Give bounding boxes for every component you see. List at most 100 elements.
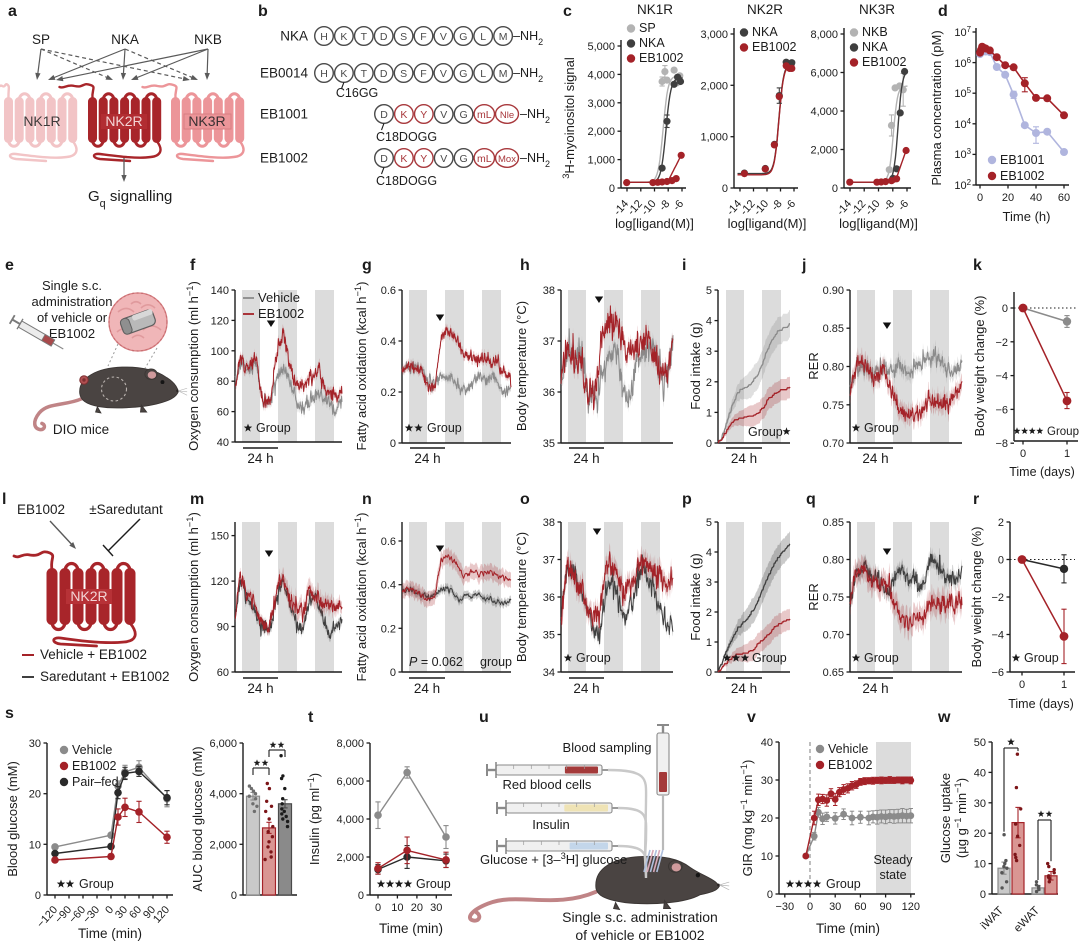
svg-text:4,000: 4,000 (810, 106, 838, 118)
svg-text:0: 0 (609, 183, 615, 195)
svg-text:3: 3 (706, 346, 712, 358)
svg-text:EB1002: EB1002 (72, 759, 117, 773)
svg-text:Body weight change (%): Body weight change (%) (972, 296, 987, 437)
svg-text:80: 80 (217, 376, 229, 388)
svg-text:d: d (938, 3, 948, 20)
svg-text:10: 10 (29, 839, 41, 851)
svg-text:t: t (308, 709, 314, 726)
svg-text:Body weight change (%): Body weight change (%) (969, 527, 984, 668)
svg-text:0: 0 (722, 183, 728, 195)
svg-text:2,000: 2,000 (587, 126, 615, 138)
svg-text:2,000: 2,000 (700, 80, 728, 92)
svg-text:0.4: 0.4 (381, 336, 396, 348)
svg-text:Group: Group (752, 651, 787, 665)
svg-text:NK2R: NK2R (70, 588, 107, 604)
svg-text:0: 0 (35, 890, 41, 902)
svg-text:(µg g−1 min−1): (µg g−1 min−1) (953, 778, 969, 858)
svg-text:EB1002: EB1002 (862, 55, 907, 69)
svg-text:1: 1 (706, 407, 712, 419)
svg-text:90: 90 (217, 622, 229, 634)
svg-text:6,000: 6,000 (209, 738, 237, 750)
svg-text:2: 2 (706, 377, 712, 389)
svg-text:20: 20 (1002, 192, 1014, 204)
svg-text:−8: −8 (995, 438, 1008, 450)
svg-text:j: j (801, 257, 806, 274)
svg-text:group: group (480, 655, 512, 669)
svg-text:1,000: 1,000 (587, 155, 615, 167)
svg-text:24 h: 24 h (731, 451, 757, 466)
svg-text:24 h: 24 h (247, 451, 273, 466)
svg-text:0: 0 (375, 902, 381, 914)
svg-text:5,000: 5,000 (587, 41, 615, 53)
svg-text:NK1R: NK1R (637, 2, 673, 17)
svg-text:–NH2: –NH2 (520, 151, 550, 169)
svg-text:10: 10 (974, 859, 986, 871)
svg-text:b: b (258, 3, 268, 20)
svg-text:L: L (480, 31, 486, 43)
svg-text:Oxygen consumption (ml h−1): Oxygen consumption (ml h−1) (185, 281, 201, 451)
svg-text:1: 1 (1061, 679, 1067, 691)
svg-text:0: 0 (1019, 679, 1025, 691)
svg-text:c: c (563, 3, 572, 20)
svg-text:of vehicle or: of vehicle or (37, 310, 108, 325)
svg-text:0: 0 (231, 890, 237, 902)
svg-text:NK2R: NK2R (747, 2, 783, 17)
svg-text:EB1002: EB1002 (260, 151, 308, 166)
svg-text:Vehicle: Vehicle (258, 290, 300, 305)
svg-text:RER: RER (806, 352, 821, 379)
svg-text:30: 30 (761, 775, 773, 787)
svg-text:24 h: 24 h (862, 451, 888, 466)
svg-text:M: M (499, 68, 508, 80)
svg-text:Y: Y (420, 109, 427, 121)
svg-text:G: G (459, 31, 467, 43)
svg-text:40: 40 (761, 737, 773, 749)
svg-text:0.80: 0.80 (823, 555, 844, 567)
svg-text:Time (min): Time (min) (816, 921, 880, 936)
svg-text:f: f (190, 257, 196, 274)
svg-text:−2: −2 (995, 337, 1008, 349)
svg-text:35: 35 (543, 630, 555, 642)
svg-text:state: state (879, 868, 906, 882)
svg-text:Pair–fed: Pair–fed (72, 775, 119, 789)
svg-text:Mox: Mox (498, 154, 516, 165)
svg-text:Glucose + [3–3H] glucose: Glucose + [3–3H] glucose (480, 851, 627, 867)
svg-text:administration: administration (32, 294, 113, 309)
svg-text:log[ligand(M)]: log[ligand(M)] (728, 216, 807, 231)
svg-text:NK1R: NK1R (23, 113, 60, 129)
svg-text:s: s (5, 705, 14, 722)
svg-text:Time (min): Time (min) (78, 926, 142, 941)
svg-text:V: V (440, 31, 447, 43)
svg-text:T: T (361, 31, 368, 43)
svg-text:−2: −2 (991, 592, 1004, 604)
svg-text:EB1002: EB1002 (752, 40, 797, 54)
svg-text:0.2: 0.2 (381, 387, 396, 399)
svg-text:2,000: 2,000 (810, 145, 838, 157)
svg-text:m: m (190, 491, 204, 508)
svg-text:Single s.c.: Single s.c. (42, 278, 102, 293)
svg-text:120: 120 (211, 315, 229, 327)
svg-text:Saredutant + EB1002: Saredutant + EB1002 (40, 669, 169, 684)
svg-text:Insulin: Insulin (532, 817, 570, 832)
svg-text:0.80: 0.80 (823, 362, 844, 374)
svg-text:120: 120 (902, 901, 920, 913)
svg-text:10: 10 (761, 851, 773, 863)
svg-text:3,000: 3,000 (700, 29, 728, 41)
svg-text:D: D (380, 109, 388, 121)
svg-text:K: K (340, 68, 347, 80)
svg-text:40: 40 (217, 437, 229, 449)
svg-text:Glucose uptake: Glucose uptake (938, 773, 953, 863)
svg-text:S: S (400, 68, 407, 80)
svg-text:60: 60 (1058, 192, 1070, 204)
svg-text:5: 5 (706, 285, 712, 297)
svg-text:p: p (682, 491, 692, 508)
svg-text:Insulin (pg ml−1): Insulin (pg ml−1) (306, 773, 322, 865)
svg-text:D: D (380, 68, 388, 80)
svg-text:r: r (973, 491, 979, 508)
svg-text:–NH2: –NH2 (513, 66, 543, 84)
svg-text:140: 140 (211, 285, 229, 297)
svg-text:Red blood cells: Red blood cells (503, 777, 592, 792)
svg-text:±Saredutant: ±Saredutant (89, 502, 163, 517)
svg-text:24 h: 24 h (247, 681, 273, 696)
svg-text:Vehicle + EB1002: Vehicle + EB1002 (40, 647, 147, 662)
svg-text:30: 30 (29, 738, 41, 750)
